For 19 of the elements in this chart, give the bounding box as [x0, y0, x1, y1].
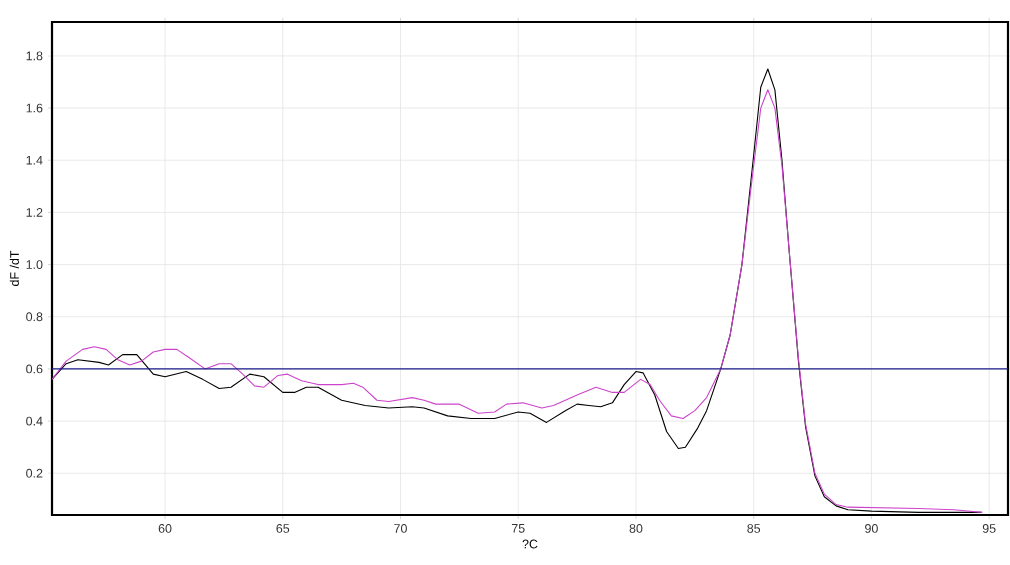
x-tick-label: 70: [394, 524, 407, 533]
y-tick-label: 1.4: [26, 155, 43, 165]
x-tick-label: 95: [982, 524, 996, 533]
y-tick-label: 0.6: [26, 364, 43, 374]
y-tick-label: 1.2: [26, 208, 43, 217]
y-axis-title: dF /dT: [9, 250, 19, 286]
x-axis-title: ?C: [522, 539, 538, 549]
y-tick-label: 0.2: [26, 468, 43, 478]
x-tick-label: 65: [276, 524, 290, 533]
x-tick-label: 60: [158, 524, 172, 533]
y-tick-label: 1.0: [26, 260, 43, 269]
y-tick-label: 0.4: [26, 416, 43, 426]
x-tick-label: 75: [511, 524, 525, 533]
y-tick-label: 0.8: [26, 312, 43, 322]
x-tick-label: 80: [629, 524, 643, 533]
y-tick-label: 1.8: [26, 51, 43, 61]
y-tick-label: 1.6: [26, 103, 43, 113]
x-tick-label: 90: [865, 524, 878, 533]
x-tick-label: 85: [747, 524, 761, 533]
